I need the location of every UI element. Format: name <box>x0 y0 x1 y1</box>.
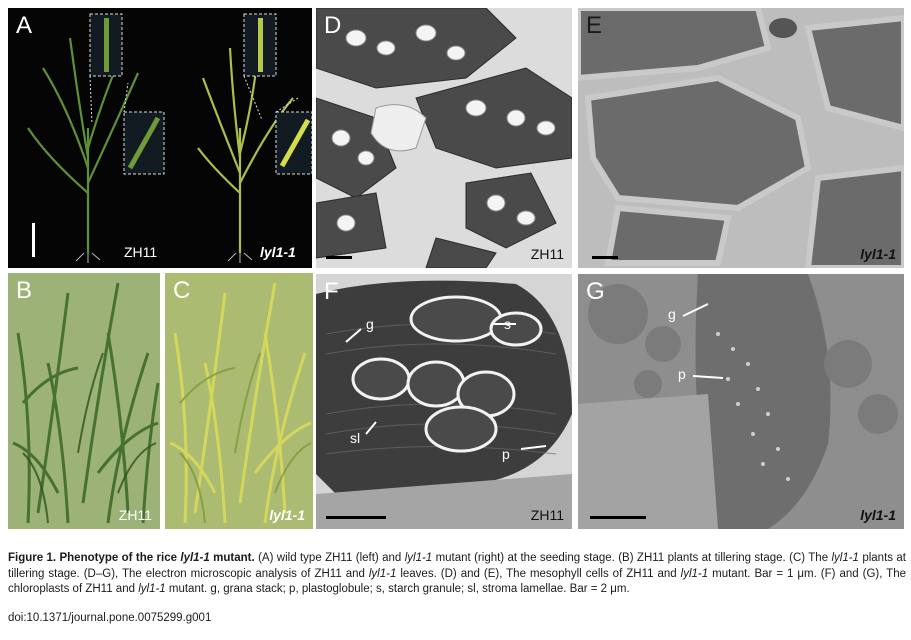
caption-title-prefix: Figure 1. Phenotype of the rice <box>8 552 181 564</box>
scale-bar-f <box>326 516 386 519</box>
panel-letter-e: E <box>586 12 603 39</box>
panel-a: A ZH11 lyl1-1 <box>8 8 312 268</box>
panel-g-label: lyl1-1 <box>860 507 896 523</box>
figure-caption: Figure 1. Phenotype of the rice lyl1-1 m… <box>8 551 906 598</box>
panel-letter-a: A <box>16 12 33 39</box>
caption-title-gene: lyl1-1 <box>180 552 210 564</box>
scale-bar-d <box>326 256 352 259</box>
panel-f: F g s sl p ZH11 <box>316 274 572 529</box>
panel-d-label: ZH11 <box>530 246 564 262</box>
caption-gene1: lyl1-1 <box>404 552 433 564</box>
panel-letter-d: D <box>324 12 342 39</box>
panel-letter-g: G <box>586 278 605 305</box>
annotation-f-g: g <box>366 316 374 332</box>
panel-a-label-zh11: ZH11 <box>124 244 158 260</box>
panel-c: C lyl1-1 <box>165 273 313 529</box>
scale-bar-e <box>592 256 618 259</box>
field-illustration-zh11 <box>8 273 160 529</box>
panel-letter-b: B <box>16 277 33 304</box>
panel-b: B ZH11 <box>8 273 160 529</box>
panel-g: G g p lyl1-1 <box>578 274 904 529</box>
annotation-f-p: p <box>502 446 510 462</box>
caption-seg2: mutant (right) at the seeding stage. (B)… <box>432 552 832 564</box>
caption-gene2: lyl1-1 <box>831 552 859 564</box>
panel-letter-f: F <box>324 278 339 305</box>
tem-chloroplast-zh11 <box>316 274 572 529</box>
doi-link[interactable]: doi:10.1371/journal.pone.0075299.g001 <box>8 612 212 624</box>
annotation-f-s: s <box>504 316 511 332</box>
caption-gene5: lyl1-1 <box>138 583 166 595</box>
scale-bar-g <box>590 516 646 519</box>
panel-d: D ZH11 <box>316 8 572 268</box>
caption-seg1: (A) wild type ZH11 (left) and <box>254 552 405 564</box>
seedling-illustration <box>27 13 312 263</box>
tem-chloroplast-lyl1 <box>578 274 904 529</box>
panel-f-label: ZH11 <box>530 507 564 523</box>
caption-seg3: plants at tillering stage. (D–G), The el… <box>8 552 906 580</box>
caption-gene3: lyl1-1 <box>368 567 397 580</box>
panel-c-label: lyl1-1 <box>269 507 305 523</box>
tem-mesophyll-zh11 <box>316 8 572 268</box>
panel-e-label: lyl1-1 <box>860 246 896 262</box>
annotation-g-g: g <box>668 306 676 322</box>
annotation-f-sl: sl <box>350 430 361 446</box>
panel-a-label-lyl1: lyl1-1 <box>260 244 296 260</box>
panel-e: E lyl1-1 <box>578 8 904 268</box>
caption-title-suffix: mutant. <box>209 552 255 564</box>
field-illustration-lyl1 <box>165 273 313 529</box>
tem-mesophyll-lyl1 <box>578 8 904 268</box>
caption-seg6: mutant. g, grana stack; p, plastoglobule… <box>165 583 630 595</box>
caption-seg4: leaves. (D) and (E), The mesophyll cells… <box>396 567 681 580</box>
caption-seg5: mutant. Bar = 1 μm. (F) and (G), The chl… <box>8 567 907 596</box>
panel-b-label: ZH11 <box>118 507 152 523</box>
panel-letter-c: C <box>173 277 191 304</box>
annotation-g-p: p <box>678 366 686 382</box>
caption-gene4: lyl1-1 <box>680 567 709 580</box>
